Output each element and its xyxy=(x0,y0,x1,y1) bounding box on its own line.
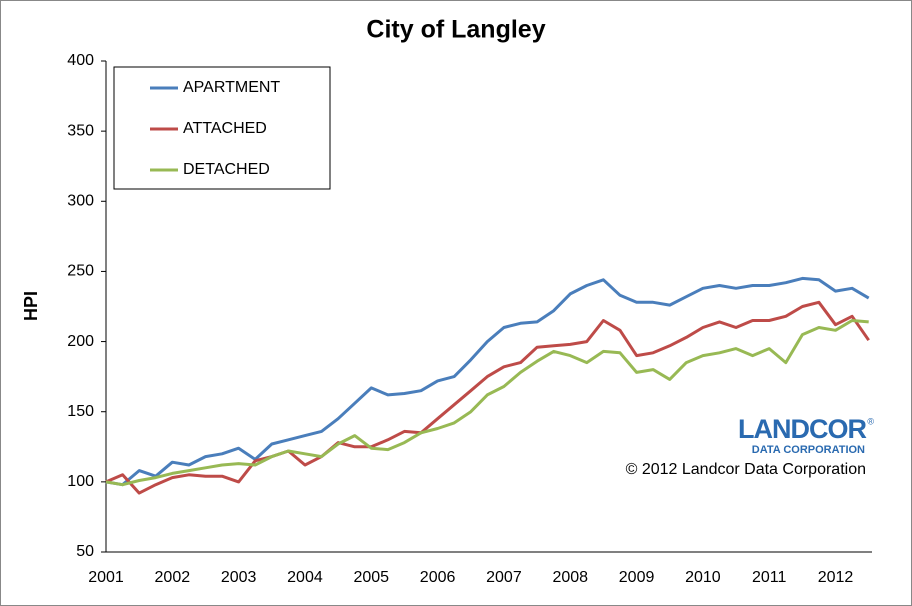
series-line xyxy=(105,300,870,495)
x-tick-label: 2012 xyxy=(818,569,854,586)
x-tick-label: 2011 xyxy=(752,569,787,586)
logo-mark: ® xyxy=(867,416,874,426)
series-line xyxy=(105,276,870,487)
y-tick-label: 300 xyxy=(67,193,94,210)
y-tick-label: 150 xyxy=(67,403,94,420)
series-line xyxy=(105,319,869,487)
legend-label: DETACHED xyxy=(183,161,270,178)
y-tick-label: 350 xyxy=(67,122,94,139)
y-tick-label: 200 xyxy=(67,333,94,350)
x-tick-label: 2003 xyxy=(221,569,257,586)
x-tick-label: 2007 xyxy=(486,569,522,586)
x-tick-label: 2005 xyxy=(353,569,389,586)
y-axis-label: HPI xyxy=(21,291,41,321)
chart-title: City of Langley xyxy=(366,16,545,44)
x-tick-label: 2004 xyxy=(287,569,323,586)
credit: © 2012 Landcor Data Corporation xyxy=(626,461,866,478)
y-tick-label: 250 xyxy=(67,263,94,280)
logo: LANDCOR xyxy=(738,414,866,444)
legend-label: ATTACHED xyxy=(183,120,267,137)
x-tick-label: 2009 xyxy=(619,569,655,586)
x-tick-label: 2006 xyxy=(420,569,456,586)
legend-label: APARTMENT xyxy=(183,79,280,96)
x-tick-label: 2002 xyxy=(155,569,191,586)
y-tick-label: 400 xyxy=(67,52,94,69)
logo-sub: DATA CORPORATION xyxy=(752,444,865,456)
x-tick-label: 2001 xyxy=(88,569,124,586)
y-tick-label: 50 xyxy=(76,543,94,560)
x-tick-label: 2010 xyxy=(685,569,721,586)
x-tick-label: 2008 xyxy=(552,569,588,586)
y-tick-label: 100 xyxy=(67,473,94,490)
